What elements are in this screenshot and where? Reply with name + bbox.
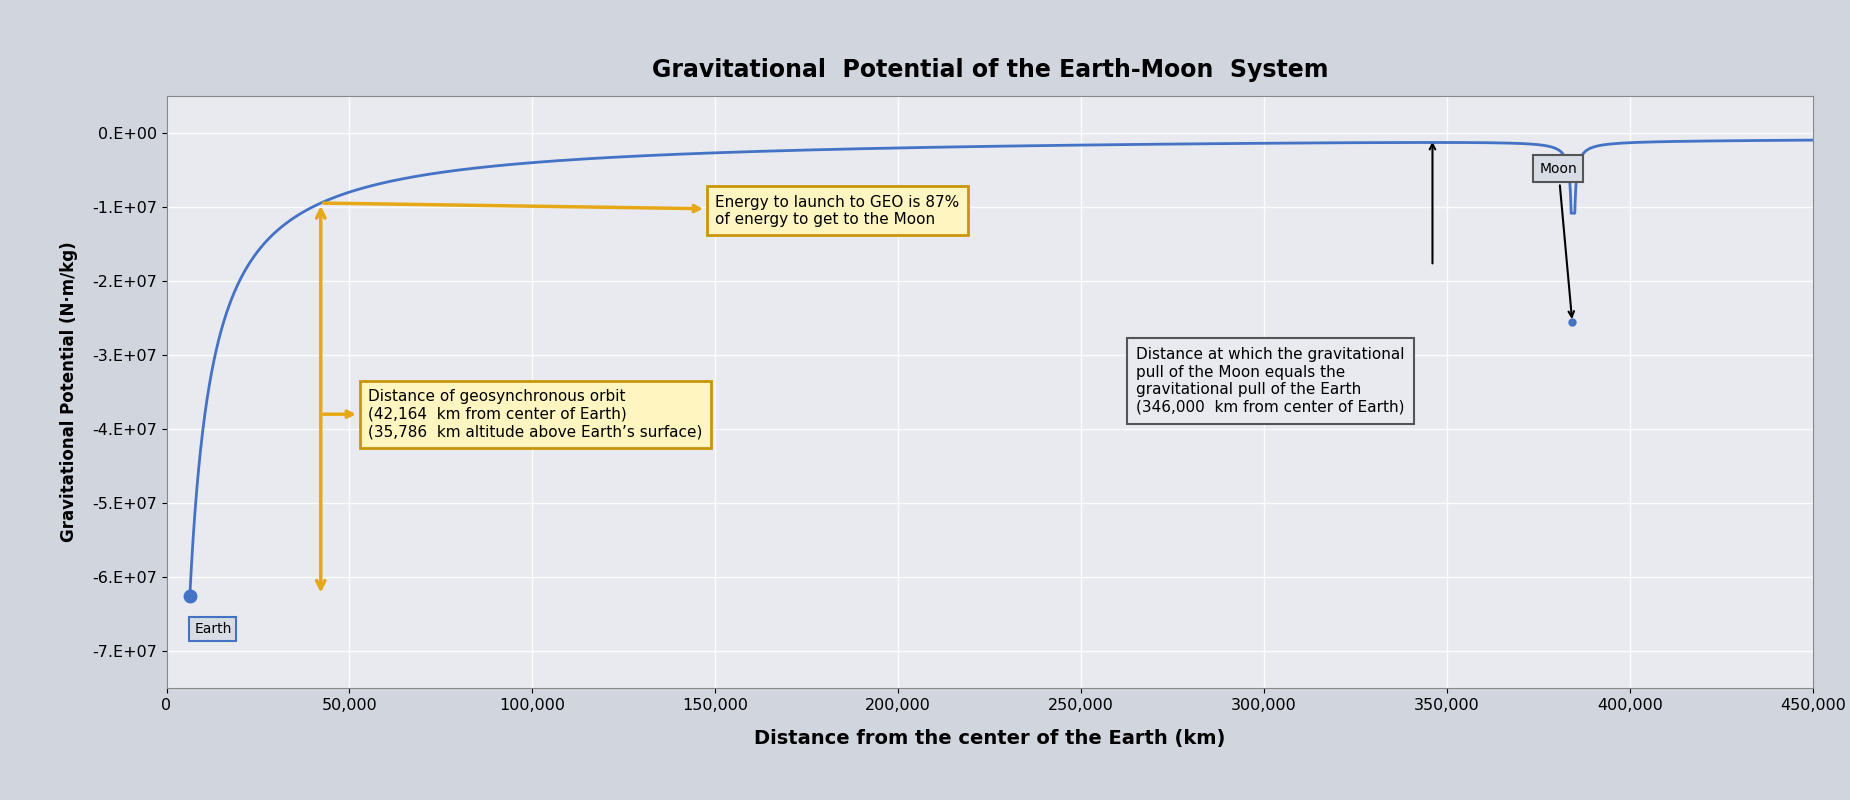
Text: Energy to launch to GEO is 87%
of energy to get to the Moon: Energy to launch to GEO is 87% of energy… bbox=[324, 194, 960, 227]
Text: Distance of geosynchronous orbit
(42,164  km from center of Earth)
(35,786  km a: Distance of geosynchronous orbit (42,164… bbox=[324, 390, 703, 439]
Y-axis label: Gravitational Potential (N·m/kg): Gravitational Potential (N·m/kg) bbox=[59, 242, 78, 542]
Text: Moon: Moon bbox=[1539, 162, 1578, 317]
X-axis label: Distance from the center of the Earth (km): Distance from the center of the Earth (k… bbox=[755, 730, 1225, 748]
Text: Distance at which the gravitational
pull of the Moon equals the
gravitational pu: Distance at which the gravitational pull… bbox=[1136, 347, 1404, 414]
Title: Gravitational  Potential of the Earth-Moon  System: Gravitational Potential of the Earth-Moo… bbox=[651, 58, 1328, 82]
Text: Earth: Earth bbox=[194, 622, 231, 636]
